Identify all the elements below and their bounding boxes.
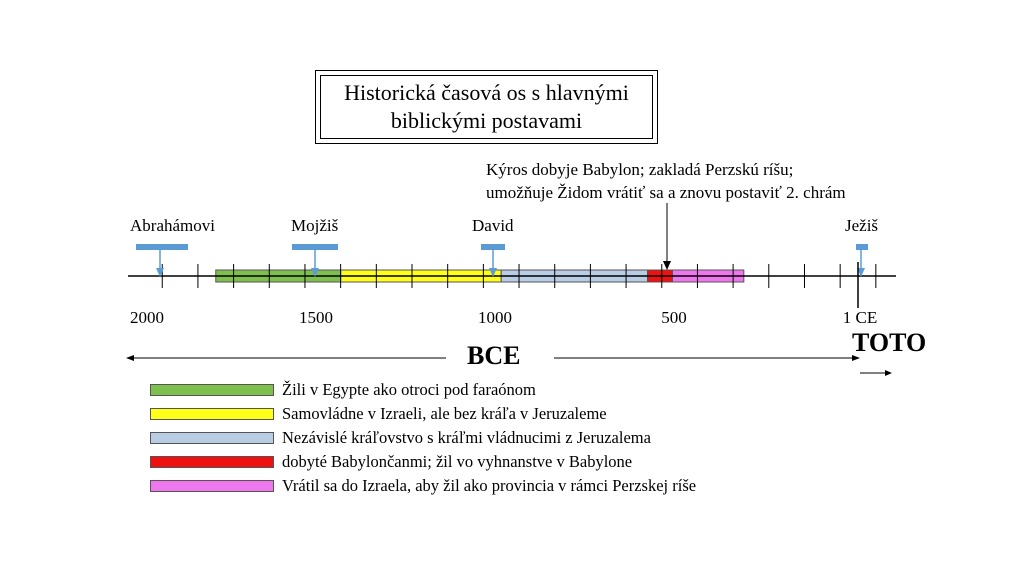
legend-text: dobyté Babylončanmi; žil vo vyhnanstve v… [282, 452, 633, 471]
era-label-ce: TOTO [852, 328, 927, 357]
legend-swatch [150, 432, 274, 444]
legend-swatch [150, 384, 274, 396]
legend-item: Žili v Egypte ako otroci pod faraónom [150, 380, 536, 400]
legend-text: Vrátil sa do Izraela, aby žil ako provin… [282, 476, 697, 495]
cyrus-note-line-2: umožňuje Židom vrátiť sa a znovu postavi… [486, 183, 846, 202]
title-line-1: Historická časová os s hlavnými [344, 80, 629, 105]
bce-arrowhead-right [852, 355, 860, 361]
marker-bar-3 [856, 244, 868, 250]
era-arrows [126, 203, 892, 376]
title-line-2: biblickými postavami [390, 108, 583, 133]
bce-arrowhead-left [126, 355, 134, 361]
figure-label-abraham: Abrahámovi [130, 216, 215, 235]
tick-label-1000: 1000 [478, 308, 512, 327]
figure-label-jesus: Ježiš [845, 216, 879, 235]
tick-label-2000: 2000 [130, 308, 164, 327]
marker-arrow-1 [311, 268, 319, 277]
legend-item: Samovládne v Izraeli, ale bez kráľa v Je… [150, 404, 607, 424]
legend-text: Samovládne v Izraeli, ale bez kráľa v Je… [282, 404, 607, 423]
marker-arrow-0 [156, 268, 164, 277]
cyrus-pointer-head [663, 261, 671, 270]
legend-item: Nezávislé kráľovstvo s kráľmi vládnucimi… [150, 428, 651, 448]
figure-markers [136, 244, 868, 277]
marker-arrow-3 [857, 268, 865, 277]
tick-label-1500: 1500 [299, 308, 333, 327]
ce-arrowhead [885, 370, 892, 376]
marker-bar-1 [292, 244, 338, 250]
legend-swatch [150, 408, 274, 420]
cyrus-note-line-1: Kýros dobyje Babylon; zakladá Perzskú rí… [486, 160, 794, 179]
legend-item: dobyté Babylončanmi; žil vo vyhnanstve v… [150, 452, 632, 472]
tick-label-1ce: 1 CE [842, 308, 878, 327]
figure-label-david: David [472, 216, 514, 235]
cyrus-note: Kýros dobyje Babylon; zakladá Perzskú rí… [486, 158, 846, 204]
title-box: Historická časová os s hlavnými biblický… [315, 70, 658, 144]
figure-label-moses: Mojžiš [291, 216, 339, 235]
era-label-bce: BCE [467, 341, 521, 370]
legend-swatch [150, 456, 274, 468]
marker-bar-0 [136, 244, 188, 250]
title-box-inner: Historická časová os s hlavnými biblický… [320, 75, 653, 139]
marker-bar-2 [481, 244, 505, 250]
legend-item: Vrátil sa do Izraela, aby žil ako provin… [150, 476, 696, 496]
marker-arrow-2 [489, 268, 497, 277]
legend-swatch [150, 480, 274, 492]
legend-text: Nezávislé kráľovstvo s kráľmi vládnucimi… [282, 428, 651, 447]
legend-text: Žili v Egypte ako otroci pod faraónom [282, 380, 536, 399]
tick-label-500: 500 [661, 308, 687, 327]
axis-ticks [161, 264, 877, 288]
